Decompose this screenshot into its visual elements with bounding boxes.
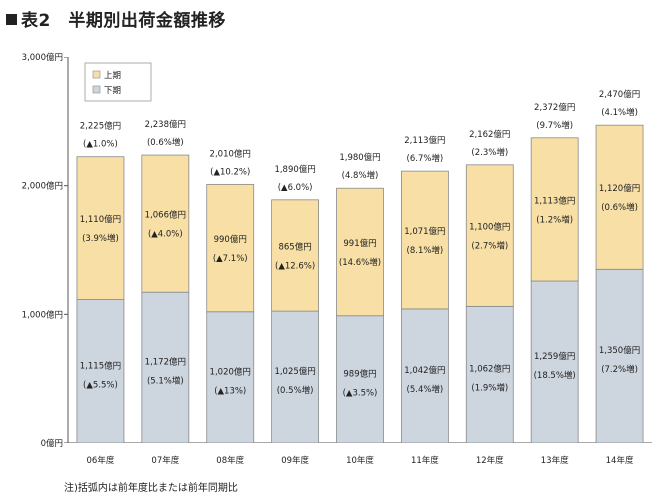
bar-upper-value-label: 1,113億円 (534, 195, 575, 206)
bar-upper-value-label: 1,071億円 (404, 226, 445, 237)
bar-total-change-label: (▲6.0%) (278, 183, 313, 193)
y-tick-label: 2,000億円 (22, 181, 63, 192)
x-tick-label: 12年度 (476, 455, 504, 466)
bar-total-change-label: (▲10.2%) (210, 167, 250, 177)
chart-title: 表2 半期別出荷金額推移 (6, 6, 226, 31)
bar-total-value-label: 2,372億円 (534, 102, 575, 113)
bar-upper-7 (530, 137, 579, 282)
bar-lower-6 (465, 305, 514, 443)
bar-lower-2 (206, 311, 255, 443)
bar-lower-0 (76, 299, 125, 443)
bar-upper-change-label: (▲12.6%) (275, 261, 315, 271)
bar-lower-value-label: 1,062億円 (469, 364, 510, 375)
bar-lower-value-label: 1,115億円 (80, 360, 121, 371)
bar-total-change-label: (0.6%増) (147, 137, 184, 148)
bar-total-value-label: 2,225億円 (80, 121, 121, 132)
bar-lower-change-label: (0.5%増) (277, 385, 314, 396)
bar-total-change-label: (2.3%増) (471, 147, 508, 158)
bar-upper-change-label: (▲7.1%) (213, 254, 248, 264)
legend-swatch-lower (92, 85, 101, 94)
bar-upper-value-label: 1,120億円 (599, 183, 640, 194)
bar-upper-change-label: (3.9%増) (82, 233, 119, 244)
bar-total-value-label: 2,238億円 (145, 119, 186, 130)
bar-upper-1 (141, 154, 190, 293)
bar-total-value-label: 2,113億円 (404, 135, 445, 146)
bar-upper-4 (336, 187, 384, 317)
bar-total-value-label: 2,162億円 (469, 129, 510, 140)
bar-chart: 1,115億円 (▲5.5%) 1,110億円 (3.9%増) 2,225億円 (▲1.0… (64, 57, 652, 443)
bar-upper-value-label: 1,066億円 (145, 210, 186, 221)
bar-lower-change-label: (1.9%増) (471, 383, 508, 394)
bar-upper-2 (206, 183, 255, 313)
bar-upper-change-label: (1.2%増) (536, 214, 573, 225)
x-tick-layer: 06年度 07年度 08年度 09年度 10年度 11年度 12年度 13年度 14年度 (87, 455, 634, 466)
bar-total-value-label: 2,470億円 (599, 89, 640, 100)
bar-upper-change-label: (8.1%増) (407, 245, 444, 256)
x-tick-label: 10年度 (346, 455, 374, 466)
bar-total-change-label: (▲1.0%) (83, 140, 118, 150)
bar-upper-value-label: 865億円 (278, 241, 311, 252)
x-tick-label: 11年度 (411, 455, 439, 466)
bar-upper-5 (400, 170, 449, 310)
y-tick-label: 0億円 (41, 438, 63, 449)
bar-lower-value-label: 1,350億円 (599, 345, 640, 356)
bar-upper-change-label: (▲4.0%) (148, 230, 183, 240)
legend-swatch-upper (92, 70, 101, 79)
legend-label-upper: 上期 (104, 71, 121, 81)
bar-lower-change-label: (5.1%増) (147, 376, 184, 387)
bar-total-change-label: (4.1%増) (601, 107, 638, 118)
bar-total-value-label: 2,010億円 (210, 148, 251, 159)
bar-lower-change-label: (▲13%) (214, 386, 246, 396)
bar-upper-change-label: (14.6%増) (339, 257, 381, 268)
y-tick-layer: 0億円 1,000億円 2,000億円 3,000億円 (22, 52, 63, 449)
x-tick-label: 06年度 (87, 455, 115, 466)
bar-upper-change-label: (0.6%増) (601, 202, 638, 213)
bar-upper-value-label: 990億円 (214, 234, 247, 245)
y-tick-label: 1,000億円 (22, 309, 63, 320)
title-square-icon (6, 14, 17, 25)
x-tick-label: 08年度 (216, 455, 244, 466)
footnote: 注)括弧内は前年度比または前年同期比 (64, 483, 238, 494)
bar-lower-change-label: (7.2%増) (601, 364, 638, 375)
bar-upper-3 (271, 199, 320, 312)
bar-lower-change-label: (18.5%増) (534, 370, 576, 381)
bar-total-change-label: (9.7%増) (536, 120, 573, 131)
bar-upper-value-label: 1,110億円 (80, 214, 121, 225)
bar-upper-value-label: 991億円 (343, 238, 376, 249)
bar-upper-value-label: 1,100億円 (469, 222, 510, 233)
bar-lower-5 (400, 308, 449, 443)
x-tick-label: 13年度 (541, 455, 569, 466)
legend-label-lower: 下期 (104, 86, 121, 96)
legend-box (84, 62, 152, 102)
bar-lower-change-label: (▲3.5%) (343, 388, 378, 398)
bar-lower-change-label: (▲5.5%) (83, 380, 118, 390)
bar-lower-value-label: 1,025億円 (274, 366, 315, 377)
x-tick-label: 09年度 (281, 455, 309, 466)
bar-lower-7 (530, 280, 579, 443)
bar-total-value-label: 1,890億円 (274, 164, 315, 175)
bar-upper-change-label: (2.7%増) (471, 241, 508, 252)
y-tick-label: 3,000億円 (22, 52, 63, 63)
bar-lower-3 (271, 310, 320, 443)
bar-lower-1 (141, 291, 190, 443)
bar-lower-value-label: 1,042億円 (404, 365, 445, 376)
bar-total-change-label: (6.7%増) (407, 153, 444, 164)
x-tick-label: 14年度 (606, 455, 634, 466)
bar-total-change-label: (4.8%増) (342, 170, 379, 181)
bar-lower-value-label: 1,172億円 (145, 357, 186, 368)
bar-upper-8 (595, 124, 644, 270)
x-tick-label: 07年度 (151, 455, 179, 466)
bar-lower-value-label: 1,020億円 (210, 366, 251, 377)
chart-title-text: 表2 半期別出荷金額推移 (21, 11, 226, 31)
bar-upper-6 (465, 164, 514, 307)
bar-lower-value-label: 989億円 (343, 368, 376, 379)
bar-upper-0 (76, 156, 125, 300)
bar-lower-8 (595, 268, 644, 443)
bar-lower-value-label: 1,259億円 (534, 351, 575, 362)
bar-total-value-label: 1,980億円 (339, 152, 380, 163)
bar-lower-change-label: (5.4%増) (407, 384, 444, 395)
